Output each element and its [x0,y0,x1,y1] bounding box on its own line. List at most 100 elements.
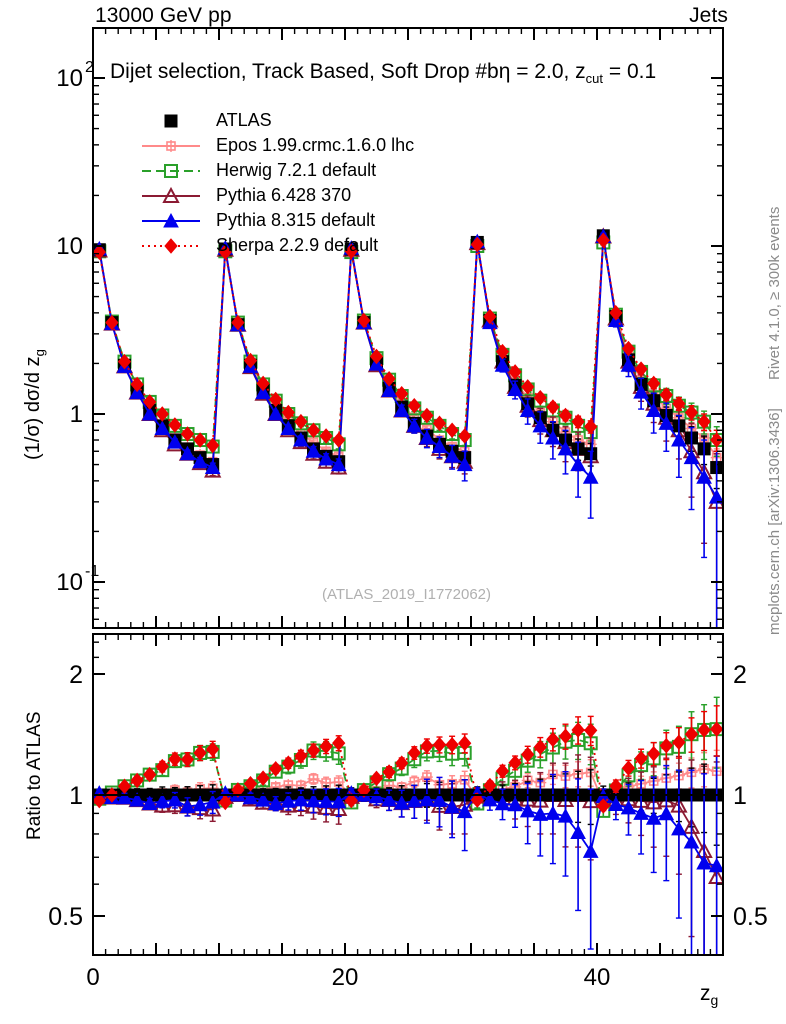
data-marker [155,758,169,775]
data-marker [444,448,460,463]
data-marker [456,456,473,472]
data-marker [684,404,699,421]
legend: ATLAS Epos 1.99.crmc.1.6.0 lhc Herwig 7.2.… [140,108,414,258]
data-marker [558,728,573,745]
data-marker [163,212,179,227]
data-marker [634,750,648,767]
data-marker [357,782,371,798]
data-marker [369,348,384,365]
legend-herwig[interactable]: Herwig 7.2.1 default [140,158,414,183]
legend-sherpa[interactable]: Sherpa 2.2.9 default [140,233,414,258]
data-marker [671,820,687,836]
data-marker [659,387,673,403]
data-marker [179,798,196,814]
data-marker [167,792,183,807]
data-marker [508,755,522,771]
data-marker [305,792,322,808]
main-y-tick-label: 1 [70,401,83,428]
data-marker [494,795,511,811]
data-marker [420,738,434,754]
data-marker [395,755,409,771]
data-marker [571,722,585,738]
data-marker [280,793,297,808]
data-marker [281,404,295,421]
data-marker [495,343,510,360]
legend-pythia6[interactable]: Pythia 6.428 370 [140,183,414,208]
main-data-layer [93,227,723,628]
data-marker [280,420,297,435]
data-marker [204,800,222,817]
data-marker [647,375,661,392]
series-pythia [93,755,723,955]
data-marker [633,805,649,820]
data-marker [620,357,637,372]
data-marker [407,397,421,414]
data-marker [344,792,358,809]
plot-title-eta: η = 2.0, z [498,60,586,83]
data-marker [267,405,284,421]
data-marker [105,314,119,331]
data-marker [269,391,283,408]
header-left: 13000 GeV pp [95,4,232,27]
data-marker [645,810,662,825]
data-marker [332,735,346,751]
series-sherpa [93,232,723,454]
data-marker [697,413,711,430]
data-marker [683,449,700,465]
ratio-panel-frame: 0 20 40 2 2 1 1 0.5 0.5 [48,633,768,991]
main-y-tick-label: 10 [56,65,83,92]
data-marker [269,761,283,777]
main-y-tick-label: 10 [56,569,83,596]
legend-pythia6-swatch [142,186,200,203]
data-marker [470,236,484,253]
data-marker [192,453,208,469]
data-marker [306,742,321,759]
data-marker [458,735,472,751]
data-marker [596,798,610,814]
data-marker [143,394,157,410]
data-marker [179,445,196,461]
data-marker [243,352,258,369]
data-marker [318,793,334,808]
data-marker [154,793,171,808]
watermark: (ATLAS_2019_I1772062) [322,586,492,603]
data-marker [117,353,132,370]
data-marker [431,792,448,807]
data-marker [696,469,712,484]
data-marker [116,789,133,805]
data-marker [305,443,322,458]
legend-epos[interactable]: Epos 1.99.crmc.1.6.0 lhc [140,133,414,158]
data-marker [697,722,711,738]
data-marker [494,357,511,372]
data-marker [483,308,497,325]
data-marker [659,737,673,754]
legend-pythia8[interactable]: Pythia 8.315 default [140,208,414,233]
data-marker [444,798,460,814]
data-marker [164,114,178,127]
data-marker [571,413,585,430]
data-marker [621,760,636,776]
plot-title-a: Dijet selection, Track Based, Soft Drop … [110,60,499,83]
data-marker [267,795,284,811]
legend-atlas[interactable]: ATLAS [140,108,414,133]
data-marker [395,385,409,402]
data-marker [180,751,195,768]
data-marker [672,396,686,412]
ratio-y-tick-label: 1 [69,782,83,810]
data-marker [332,432,346,448]
data-marker [294,748,308,764]
data-marker [293,791,309,807]
data-marker [164,163,178,178]
data-marker [545,805,561,820]
data-marker [294,413,308,430]
data-marker [382,764,396,780]
data-marker [582,843,599,858]
data-marker [168,417,182,433]
data-marker [507,796,523,812]
plot-title-b: = 0.1 [603,60,657,83]
data-marker [206,437,220,454]
data-marker [533,739,547,755]
data-marker [330,793,347,809]
